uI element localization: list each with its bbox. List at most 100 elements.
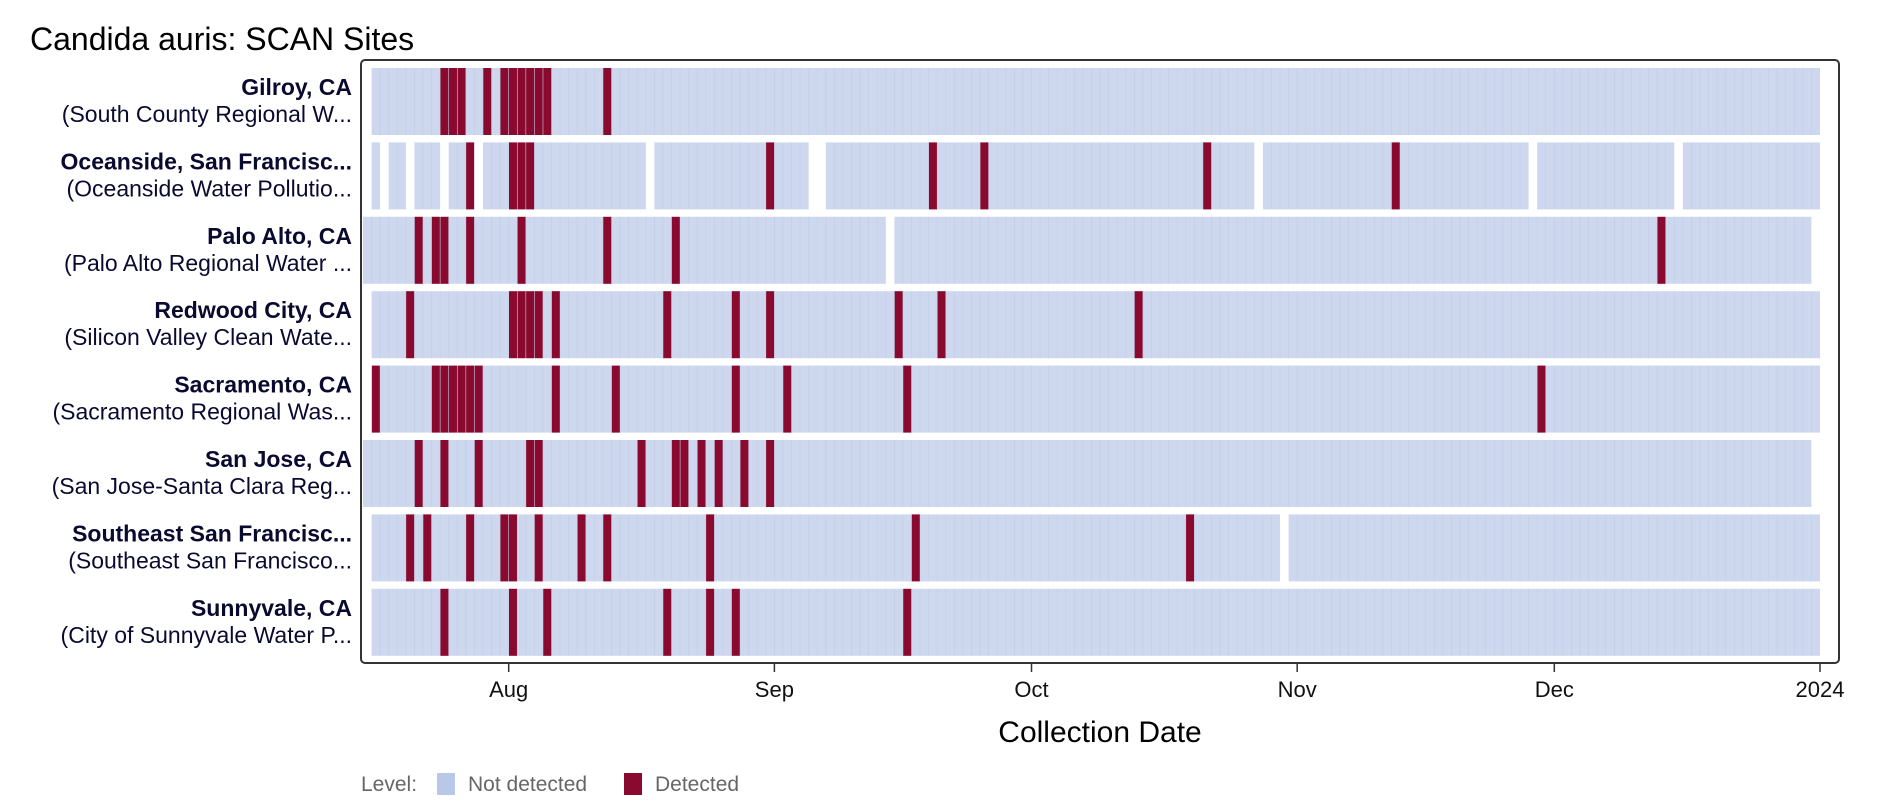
detected-tile — [903, 588, 912, 656]
detected-tile — [577, 514, 586, 582]
site-row — [363, 216, 1812, 284]
site-row — [371, 142, 1820, 210]
detected-tile — [731, 588, 740, 656]
site-name-label: Gilroy, CA — [241, 74, 352, 100]
site-plant-label: (Sacramento Regional Was... — [52, 399, 352, 425]
detected-tile — [603, 68, 612, 135]
detected-tile — [509, 514, 517, 582]
detected-tile — [543, 588, 552, 656]
detected-tile — [406, 291, 415, 359]
detected-tile — [509, 291, 517, 359]
detected-tile — [663, 588, 672, 656]
detected-tile — [526, 68, 535, 135]
detected-tile — [414, 216, 423, 284]
detected-tile — [551, 365, 560, 433]
not-detected-tile-range — [482, 142, 646, 210]
detected-tile — [603, 216, 612, 284]
x-axis: Aug Sep Oct Nov Dec 2024 — [489, 663, 1844, 702]
detected-tile — [680, 440, 689, 507]
detected-tile — [937, 291, 946, 359]
detected-tile — [534, 291, 543, 359]
detected-tile — [551, 291, 560, 359]
detected-tile — [431, 365, 440, 433]
detected-tile — [783, 365, 792, 433]
detected-tile — [1186, 514, 1195, 582]
legend-title: Level: — [361, 773, 417, 796]
detected-tile — [517, 68, 526, 135]
site-row — [371, 588, 1820, 656]
detected-tile — [611, 365, 620, 433]
site-name-label: San Jose, CA — [205, 446, 352, 472]
site-name-label: Palo Alto, CA — [207, 223, 352, 249]
detected-tile — [1657, 216, 1666, 284]
detected-tile — [731, 365, 740, 433]
detected-tile — [449, 68, 457, 135]
detected-tile — [466, 142, 475, 210]
detected-tile — [980, 142, 989, 210]
legend: Level: Not detected Detected — [361, 773, 739, 796]
detected-tile — [440, 216, 449, 284]
not-detected-tile-range — [371, 68, 1820, 135]
site-plant-label: (Silicon Valley Clean Wate... — [64, 324, 352, 350]
site-plant-label: (San Jose-Santa Clara Reg... — [52, 473, 352, 499]
site-labels: Gilroy, CA(South County Regional W... Oce… — [52, 74, 352, 648]
detected-tile — [457, 365, 466, 433]
heatmap-rows — [363, 68, 1820, 656]
site-name-label: Redwood City, CA — [154, 297, 352, 323]
legend-entry-label: Not detected — [468, 773, 587, 796]
detected-tile — [1537, 365, 1546, 433]
detected-tile — [543, 68, 552, 135]
detected-tile — [911, 514, 920, 582]
site-name-label: Southeast San Francisc... — [72, 520, 352, 546]
site-row — [371, 514, 1820, 582]
detected-tile — [431, 216, 440, 284]
legend-key — [437, 773, 455, 795]
site-row — [371, 291, 1820, 359]
detected-tile — [440, 588, 449, 656]
not-detected-tile-range — [363, 440, 1812, 507]
detected-tile — [526, 440, 535, 507]
detected-tile — [671, 216, 680, 284]
detected-tile — [526, 291, 535, 359]
legend-key — [624, 773, 642, 795]
site-plant-label: (Palo Alto Regional Water ... — [64, 250, 352, 276]
detected-tile — [406, 514, 415, 582]
plot-frame — [360, 59, 1840, 664]
not-detected-tile-range — [414, 142, 441, 210]
not-detected-tile-range — [371, 588, 1820, 656]
detected-tile — [466, 365, 475, 433]
detected-tile — [474, 440, 483, 507]
detected-tile — [671, 440, 680, 507]
detected-tile — [449, 365, 457, 433]
site-plant-label: (Southeast San Francisco... — [68, 547, 352, 573]
not-detected-tile-range — [371, 291, 1820, 359]
detected-tile — [706, 588, 715, 656]
detected-tile — [894, 291, 903, 359]
detected-tile — [440, 365, 449, 433]
chart-title: Candida auris: SCAN Sites — [30, 21, 414, 57]
detected-tile — [517, 142, 526, 210]
not-detected-tile-range — [371, 142, 381, 210]
detected-tile — [534, 68, 543, 135]
not-detected-tile-range — [894, 216, 1812, 284]
site-name-label: Sunnyvale, CA — [191, 595, 352, 621]
detected-tile — [414, 440, 423, 507]
detected-tile — [766, 291, 775, 359]
detected-tile — [1391, 142, 1400, 210]
detected-tile — [509, 588, 517, 656]
x-tick-label: 2024 — [1796, 677, 1845, 702]
detected-tile — [466, 514, 475, 582]
x-tick-label: Nov — [1278, 677, 1317, 702]
detected-tile — [534, 440, 543, 507]
site-row — [371, 68, 1820, 135]
detected-tile — [706, 514, 715, 582]
detected-tile — [1134, 291, 1143, 359]
detected-tile — [466, 216, 475, 284]
x-tick-label: Dec — [1535, 677, 1574, 702]
detected-tile — [603, 514, 612, 582]
detected-tile — [637, 440, 646, 507]
detected-tile — [1203, 142, 1212, 210]
detected-tile — [509, 142, 517, 210]
detected-tile — [766, 440, 775, 507]
